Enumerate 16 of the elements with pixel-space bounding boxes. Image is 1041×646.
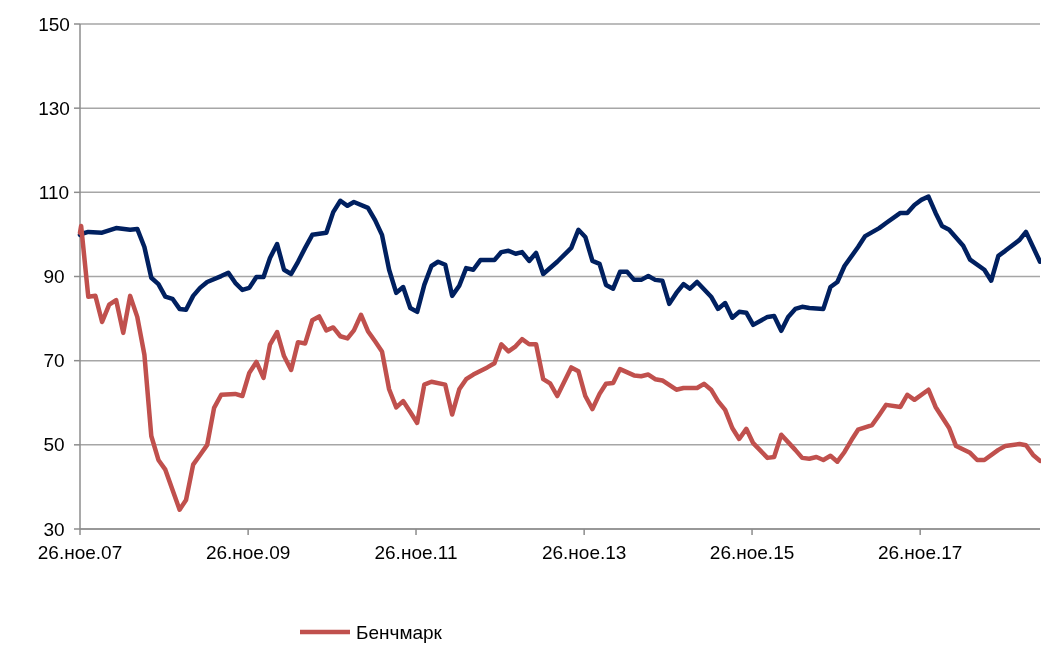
y-tick-label: 30 [43,518,65,540]
x-tick-label: 26.ное.13 [541,542,627,563]
line-series [77,194,1041,334]
y-tick-label: 50 [43,434,65,456]
y-tick-label: 70 [43,350,65,372]
x-tick-label: 26.ное.09 [205,542,291,563]
line-series [77,223,1041,512]
x-tick-label: 26.ное.17 [877,542,963,563]
y-tick-label: 90 [43,266,65,288]
y-tick-label: 150 [38,13,70,35]
x-tick-label: 26.ное.11 [374,542,458,563]
x-tick-label: 26.ное.15 [709,542,795,563]
x-tick-label: 26.ное.07 [37,542,123,563]
y-tick-label: 130 [38,97,70,119]
legend-label: Бенчмарк [356,621,443,643]
y-tick-label: 110 [38,181,70,203]
